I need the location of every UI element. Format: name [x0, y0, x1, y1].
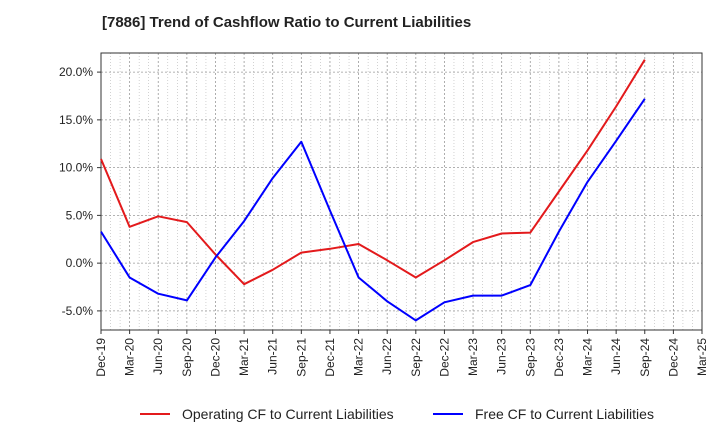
x-tick-label: Dec-21 [323, 338, 337, 377]
y-tick-label: 5.0% [66, 208, 94, 222]
x-tick-label: Sep-21 [294, 338, 308, 377]
y-axis: 20.0% 15.0% 10.0% 5.0% 0.0% -5.0% [59, 65, 101, 318]
legend-label: Free CF to Current Liabilities [475, 406, 654, 422]
x-tick-label: Mar-25 [695, 338, 709, 376]
x-tick-label: Jun-24 [609, 338, 623, 375]
legend: Operating CF to Current Liabilities Free … [140, 406, 654, 422]
x-tick-label: Dec-22 [437, 338, 451, 377]
series-line-1 [100, 59, 646, 286]
x-tick-label: Mar-23 [466, 338, 480, 376]
y-tick-label: 10.0% [59, 161, 93, 175]
plot-area [100, 52, 703, 331]
legend-label: Operating CF to Current Liabilities [182, 406, 394, 422]
x-tick-label: Jun-22 [380, 338, 394, 375]
x-tick-label: Jun-20 [151, 338, 165, 375]
x-tick-label: Jun-23 [495, 338, 509, 375]
x-tick-label: Sep-23 [523, 338, 537, 377]
grid-layer [100, 53, 703, 330]
series-line-2 [100, 98, 646, 322]
x-tick-label: Mar-24 [581, 338, 595, 376]
x-tick-label: Sep-24 [638, 338, 652, 377]
x-tick-label: Sep-22 [409, 338, 423, 377]
x-tick-label: Sep-20 [180, 338, 194, 377]
y-tick-label: 0.0% [66, 256, 94, 270]
x-tick-label: Dec-23 [552, 338, 566, 377]
chart-title: [7886] Trend of Cashflow Ratio to Curren… [102, 14, 472, 31]
x-tick-label: Mar-21 [237, 338, 251, 376]
y-tick-label: 20.0% [59, 65, 93, 79]
x-tick-label: Dec-20 [208, 338, 222, 377]
x-axis: Dec-19 Mar-20 Jun-20 Sep-20 Dec-20 Mar-21 Jun-… [94, 330, 709, 377]
x-tick-label: Mar-22 [352, 338, 366, 376]
x-tick-label: Dec-24 [666, 338, 680, 377]
series-layer [100, 59, 646, 322]
x-tick-label: Dec-19 [94, 338, 108, 377]
y-tick-label: -5.0% [62, 304, 94, 318]
x-tick-label: Jun-21 [266, 338, 280, 375]
y-tick-label: 15.0% [59, 113, 93, 127]
x-tick-label: Mar-20 [123, 338, 137, 376]
